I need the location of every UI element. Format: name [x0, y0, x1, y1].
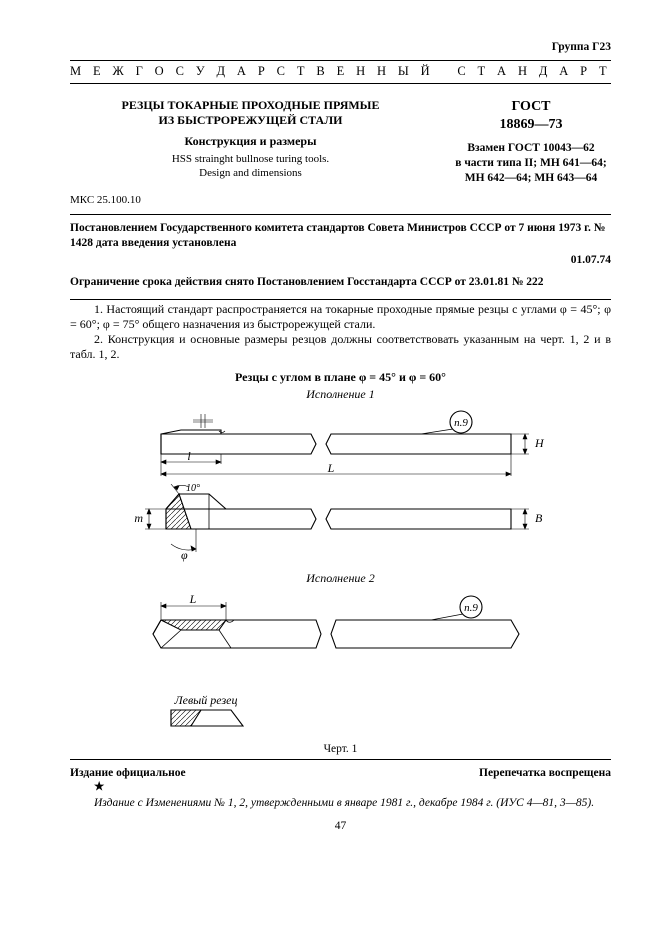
banner-right: С Т А Н Д А Р Т [457, 64, 611, 80]
title-en-line2: Design and dimensions [70, 167, 431, 181]
title-block: РЕЗЦЫ ТОКАРНЫЕ ПРОХОДНЫЕ ПРЯМЫЕ ИЗ БЫСТР… [70, 98, 451, 181]
figure-title: Резцы с углом в плане φ = 45° и φ = 60° [70, 370, 611, 385]
figure-variant1-side: 10° m φ B [131, 484, 551, 569]
note-ref-1: п.9 [454, 417, 468, 429]
footer-star: ★ [94, 780, 611, 794]
title-ru-line1: РЕЗЦЫ ТОКАРНЫЕ ПРОХОДНЫЕ ПРЯМЫЕ [70, 98, 431, 113]
page-number: 47 [70, 819, 611, 833]
rule-after-mks [70, 214, 611, 215]
title-en-line1: HSS strainght bullnose turing tools. [70, 153, 431, 167]
figure-left-cutter: Левый резец [131, 680, 551, 740]
banner-left: М Е Ж Г О С У Д А Р С Т В Е Н Н Ы Й [70, 64, 434, 80]
decree-date: 01.07.74 [70, 253, 611, 267]
rule-footer [70, 759, 611, 760]
replace-line2: в части типа II; МН 641—64; [451, 156, 611, 171]
rule-top-1 [70, 60, 611, 61]
title-subtitle: Конструкция и размеры [70, 134, 431, 149]
banner: М Е Ж Г О С У Д А Р С Т В Е Н Н Ы Й С Т … [70, 63, 611, 81]
group-code: Группа Г23 [70, 40, 611, 54]
footer-note: Издание с Изменениями № 1, 2, утвержденн… [94, 796, 611, 810]
title-ru-line2: ИЗ БЫСТРОРЕЖУЩЕЙ СТАЛИ [70, 113, 431, 128]
variant-2-label: Исполнение 2 [70, 571, 611, 586]
figure-variant1-top: п.9 l L H [131, 406, 551, 484]
paragraph-1: 1. Настоящий стандарт распространяется н… [70, 302, 611, 332]
replace-line3: МН 642—64; МН 643—64 [451, 171, 611, 186]
gost-label: ГОСТ [451, 98, 611, 116]
footer-left: Издание официальное [70, 766, 186, 780]
document-page: Группа Г23 М Е Ж Г О С У Д А Р С Т В Е Н… [0, 0, 661, 936]
header-block: РЕЗЦЫ ТОКАРНЫЕ ПРОХОДНЫЕ ПРЯМЫЕ ИЗ БЫСТР… [70, 98, 611, 186]
replace-line1: Взамен ГОСТ 10043—62 [451, 141, 611, 156]
mks-code: МКС 25.100.10 [70, 194, 611, 208]
dim-B: B [535, 511, 543, 525]
restriction: Ограничение срока действия снято Постано… [70, 275, 611, 289]
variant-1-label: Исполнение 1 [70, 387, 611, 402]
dim-m: m [134, 511, 143, 525]
figure-caption: Черт. 1 [70, 742, 611, 756]
paragraph-2: 2. Конструкция и основные размеры резцов… [70, 332, 611, 362]
angle-10: 10° [186, 484, 200, 494]
footer: Издание официальное Перепечатка воспреще… [70, 766, 611, 811]
decree-text: Постановлением Государственного комитета… [70, 221, 611, 252]
note-ref-2: п.9 [464, 602, 478, 614]
dim-L-1: L [326, 461, 334, 475]
gost-number: 18869—73 [451, 116, 611, 134]
dim-l-1: l [187, 449, 191, 463]
dim-H: H [534, 436, 545, 450]
figure-variant2: п.9 L [131, 590, 551, 672]
left-cutter-label: Левый резец [173, 693, 237, 707]
rule-top-2 [70, 83, 611, 84]
footer-right: Перепечатка воспрещена [479, 766, 611, 780]
dim-L-2: L [188, 592, 196, 606]
dim-phi: φ [181, 548, 188, 562]
gost-block: ГОСТ 18869—73 Взамен ГОСТ 10043—62 в час… [451, 98, 611, 186]
rule-after-restriction [70, 299, 611, 300]
